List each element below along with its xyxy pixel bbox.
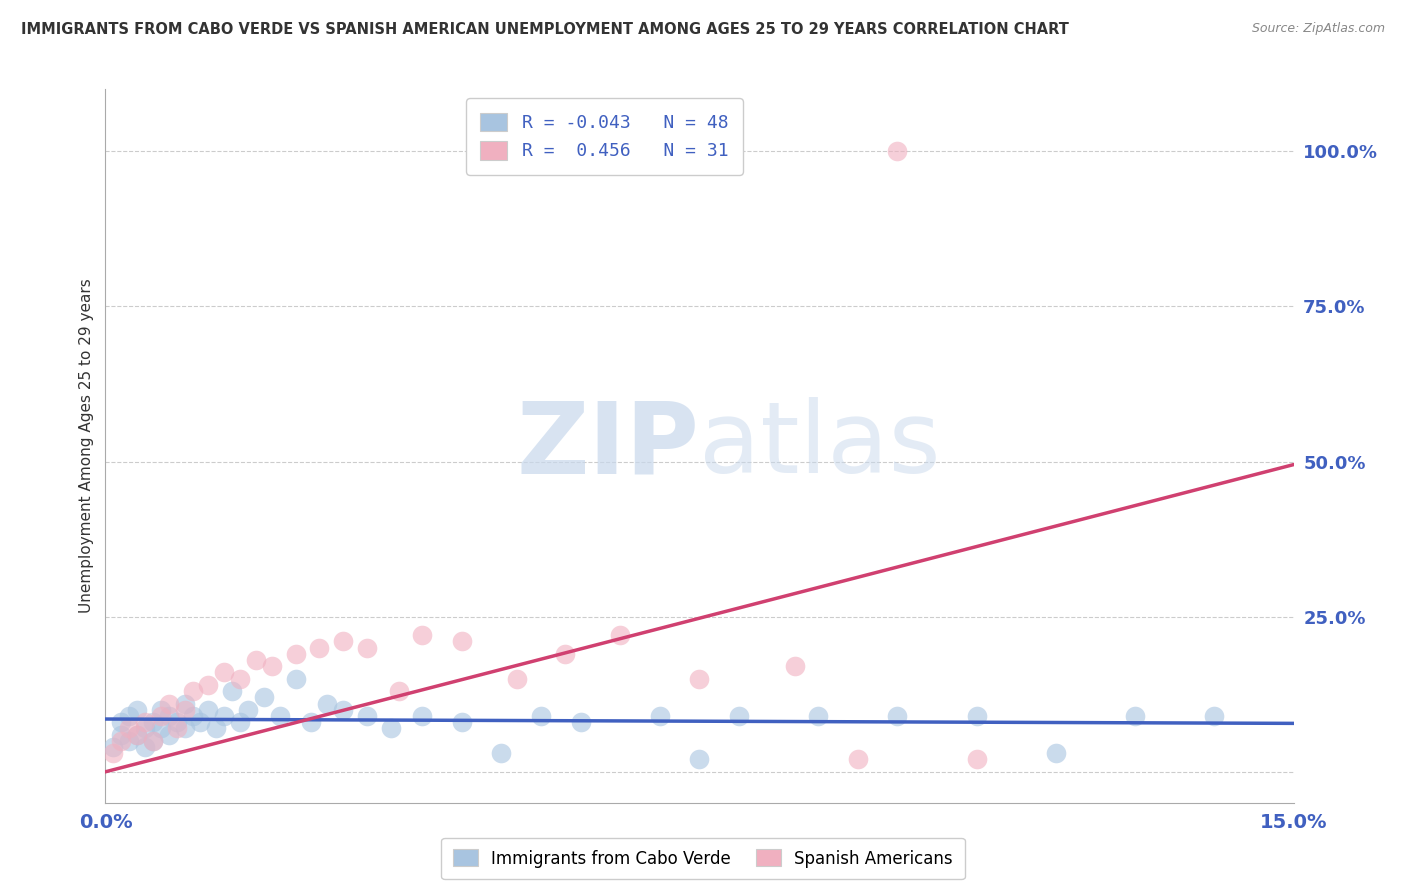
Point <box>450 634 472 648</box>
Point <box>118 722 141 736</box>
Point <box>181 709 204 723</box>
Y-axis label: Unemployment Among Ages 25 to 29 years: Unemployment Among Ages 25 to 29 years <box>79 278 94 614</box>
Point <box>253 690 276 705</box>
Point <box>316 697 339 711</box>
Point <box>229 672 252 686</box>
Point <box>110 727 132 741</box>
Point <box>569 715 592 730</box>
Point <box>387 684 409 698</box>
Point <box>689 672 711 686</box>
Point <box>332 634 354 648</box>
Point <box>648 709 671 723</box>
Point <box>807 709 830 723</box>
Text: atlas: atlas <box>700 398 941 494</box>
Point <box>118 733 141 747</box>
Point <box>783 659 806 673</box>
Point <box>110 733 132 747</box>
Point <box>149 709 172 723</box>
Point <box>118 709 141 723</box>
Point <box>157 697 180 711</box>
Point <box>411 709 433 723</box>
Point <box>245 653 267 667</box>
Point <box>846 752 869 766</box>
Point <box>491 746 513 760</box>
Point <box>229 715 252 730</box>
Point <box>127 727 149 741</box>
Point <box>332 703 354 717</box>
Point <box>214 665 236 680</box>
Point <box>886 709 908 723</box>
Point <box>127 703 149 717</box>
Point <box>197 703 219 717</box>
Point <box>966 752 988 766</box>
Point <box>221 684 243 698</box>
Point <box>356 640 378 655</box>
Point <box>886 145 908 159</box>
Text: Source: ZipAtlas.com: Source: ZipAtlas.com <box>1251 22 1385 36</box>
Point <box>1204 709 1226 723</box>
Point <box>506 672 529 686</box>
Point <box>356 709 378 723</box>
Text: IMMIGRANTS FROM CABO VERDE VS SPANISH AMERICAN UNEMPLOYMENT AMONG AGES 25 TO 29 : IMMIGRANTS FROM CABO VERDE VS SPANISH AM… <box>21 22 1069 37</box>
Point <box>127 727 149 741</box>
Point <box>380 722 402 736</box>
Point <box>134 739 156 754</box>
Point <box>166 715 188 730</box>
Point <box>260 659 283 673</box>
Point <box>1123 709 1146 723</box>
Point <box>103 746 125 760</box>
Point <box>157 727 180 741</box>
Point <box>166 722 188 736</box>
Point <box>450 715 472 730</box>
Point <box>1045 746 1067 760</box>
Point <box>149 722 172 736</box>
Point <box>149 703 172 717</box>
Point <box>142 715 165 730</box>
Point <box>609 628 631 642</box>
Point <box>110 715 132 730</box>
Point <box>142 733 165 747</box>
Point <box>236 703 259 717</box>
Point <box>284 647 307 661</box>
Point <box>190 715 212 730</box>
Point <box>530 709 553 723</box>
Point <box>134 722 156 736</box>
Point <box>214 709 236 723</box>
Point <box>966 709 988 723</box>
Point <box>181 684 204 698</box>
Point <box>157 709 180 723</box>
Point <box>173 722 195 736</box>
Point <box>205 722 228 736</box>
Point <box>728 709 751 723</box>
Point <box>142 733 165 747</box>
Point <box>299 715 322 730</box>
Legend: Immigrants from Cabo Verde, Spanish Americans: Immigrants from Cabo Verde, Spanish Amer… <box>441 838 965 880</box>
Point <box>197 678 219 692</box>
Point <box>308 640 330 655</box>
Point <box>173 703 195 717</box>
Point <box>103 739 125 754</box>
Point <box>554 647 576 661</box>
Point <box>173 697 195 711</box>
Legend: R = -0.043   N = 48, R =  0.456   N = 31: R = -0.043 N = 48, R = 0.456 N = 31 <box>465 98 742 175</box>
Point <box>411 628 433 642</box>
Text: ZIP: ZIP <box>516 398 700 494</box>
Point <box>284 672 307 686</box>
Point <box>269 709 291 723</box>
Point <box>134 715 156 730</box>
Point <box>689 752 711 766</box>
